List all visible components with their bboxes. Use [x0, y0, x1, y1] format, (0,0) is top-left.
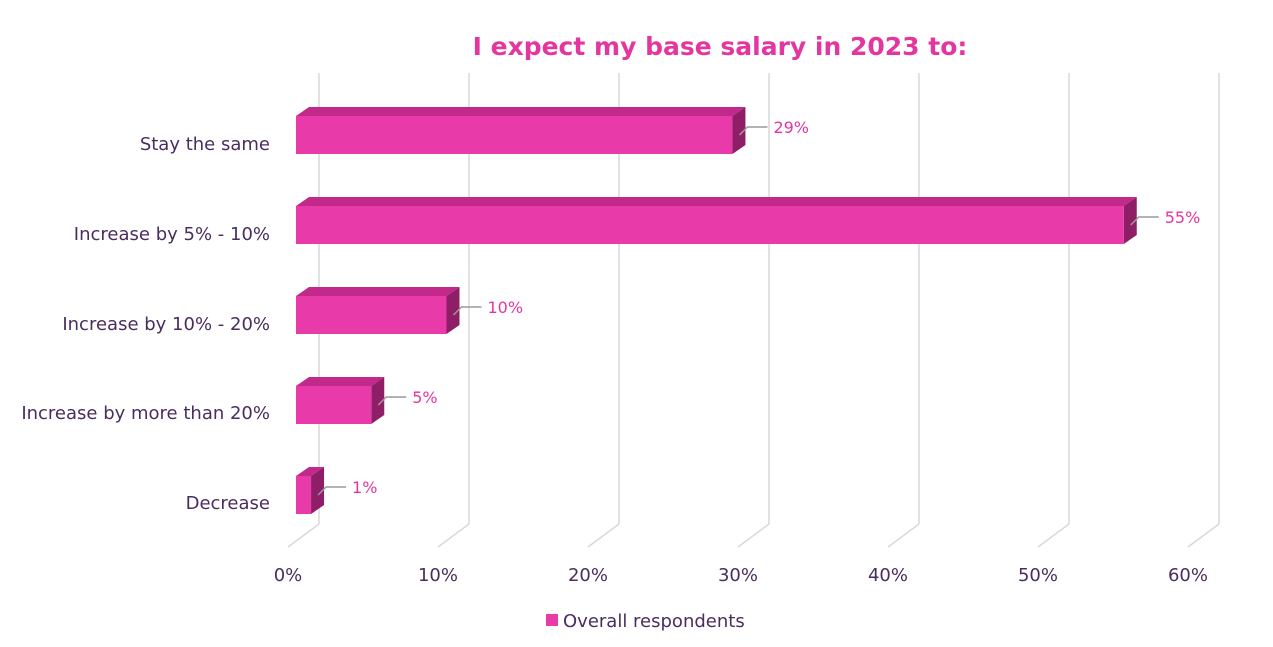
bar-side-face	[1123, 197, 1137, 244]
category-label: Stay the same	[140, 134, 270, 155]
data-label-leader	[452, 306, 482, 316]
floor-gridline-60	[1187, 523, 1220, 548]
legend-label-overall-respondents: Overall respondents	[563, 611, 745, 632]
x-tick-label: 20%	[568, 565, 608, 586]
bar-increase-by-5-10-	[296, 197, 1137, 244]
bar-top-face	[296, 467, 325, 476]
x-tick-label: 0%	[274, 565, 303, 586]
data-label-leader	[377, 396, 407, 406]
data-label: 5%	[412, 388, 437, 407]
data-label-leader	[1130, 216, 1159, 226]
data-label: 1%	[352, 478, 377, 497]
data-label-leader	[317, 486, 347, 496]
floor-gridline-10	[437, 523, 470, 548]
bar-front-face	[296, 116, 733, 154]
bar-top-face	[296, 377, 385, 386]
bar-increase-by-more-than-20-	[296, 377, 385, 424]
x-tick-label: 50%	[1018, 565, 1058, 586]
data-label: 10%	[488, 298, 524, 317]
x-tick-label: 40%	[868, 565, 908, 586]
chart-title: I expect my base salary in 2023 to:	[473, 32, 968, 61]
bar-decrease	[296, 467, 325, 514]
bar-front-face	[296, 386, 372, 424]
floor-gridline-50	[1037, 523, 1070, 548]
floor-gridline-30	[737, 523, 770, 548]
x-tick-label: 10%	[418, 565, 458, 586]
legend-swatch-overall-respondents	[546, 614, 558, 626]
data-label-leader	[738, 126, 768, 136]
bar-front-face	[296, 206, 1124, 244]
category-label: Increase by more than 20%	[21, 403, 270, 424]
category-label: Decrease	[186, 493, 270, 514]
bar-side-face	[371, 377, 385, 424]
bar-front-face	[296, 296, 447, 334]
floor-gridline-40	[887, 523, 920, 548]
floor-gridline-0	[287, 523, 320, 548]
bars	[296, 107, 1137, 514]
category-labels: Stay the same Increase by 5% - 10% Increas…	[21, 134, 270, 514]
legend: Overall respondents	[546, 611, 745, 632]
x-tick-label: 60%	[1168, 565, 1208, 586]
x-axis-ticks: 0% 10% 20% 30% 40% 50% 60%	[274, 565, 1208, 586]
category-label: Increase by 5% - 10%	[74, 224, 270, 245]
data-label: 29%	[773, 118, 809, 137]
bar-front-face	[296, 476, 312, 514]
bar-top-face	[296, 197, 1137, 206]
floor-gridline-20	[587, 523, 620, 548]
data-label: 55%	[1165, 208, 1201, 227]
bar-increase-by-10-20-	[296, 287, 460, 334]
bar-side-face	[311, 467, 325, 514]
bar-side-face	[732, 107, 746, 154]
x-tick-label: 30%	[718, 565, 758, 586]
bar-side-face	[446, 287, 460, 334]
bar-top-face	[296, 287, 460, 296]
bar-stay-the-same	[296, 107, 746, 154]
category-label: Increase by 10% - 20%	[62, 314, 270, 335]
data-labels: 29% 55% 10% 5% 1%	[317, 118, 1201, 497]
bar-top-face	[296, 107, 746, 116]
